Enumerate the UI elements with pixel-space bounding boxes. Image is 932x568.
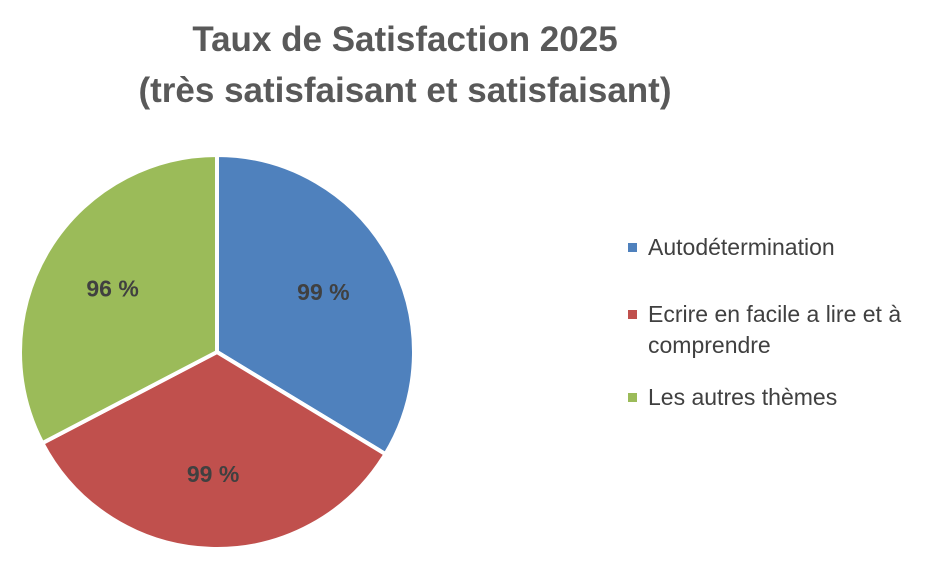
slice-autres-themes bbox=[18, 153, 219, 446]
pie-data-labels: 99 % 99 % 96 % bbox=[86, 276, 349, 487]
slice-ecrire-facile bbox=[40, 350, 388, 551]
legend-swatch-green bbox=[628, 393, 637, 402]
legend-item-autres-themes: Les autres thèmes bbox=[628, 382, 928, 413]
pie-slices bbox=[18, 153, 416, 551]
chart-title-block: Taux de Satisfaction 2025 (très satisfai… bbox=[0, 14, 810, 116]
legend-item-ecrire-facile: Ecrire en facile a lire et à comprendre bbox=[628, 299, 928, 361]
legend-label: Les autres thèmes bbox=[648, 384, 838, 410]
legend-item-autodetermination: Autodétermination bbox=[628, 232, 928, 263]
legend-label: Ecrire en facile a lire et à bbox=[648, 301, 902, 327]
legend-label-continued: comprendre bbox=[648, 332, 771, 358]
chart-subtitle: (très satisfaisant et satisfaisant) bbox=[138, 71, 672, 110]
legend-swatch-red bbox=[628, 310, 637, 319]
data-label: 99 % bbox=[297, 279, 349, 305]
data-label: 99 % bbox=[187, 461, 239, 487]
slice-autodetermination bbox=[215, 153, 416, 457]
legend-swatch-blue bbox=[628, 243, 637, 252]
data-label: 96 % bbox=[86, 276, 138, 302]
legend-label: Autodétermination bbox=[648, 234, 835, 260]
legend: Autodétermination Ecrire en facile a lir… bbox=[628, 232, 928, 434]
chart-title: Taux de Satisfaction 2025 bbox=[192, 20, 618, 59]
